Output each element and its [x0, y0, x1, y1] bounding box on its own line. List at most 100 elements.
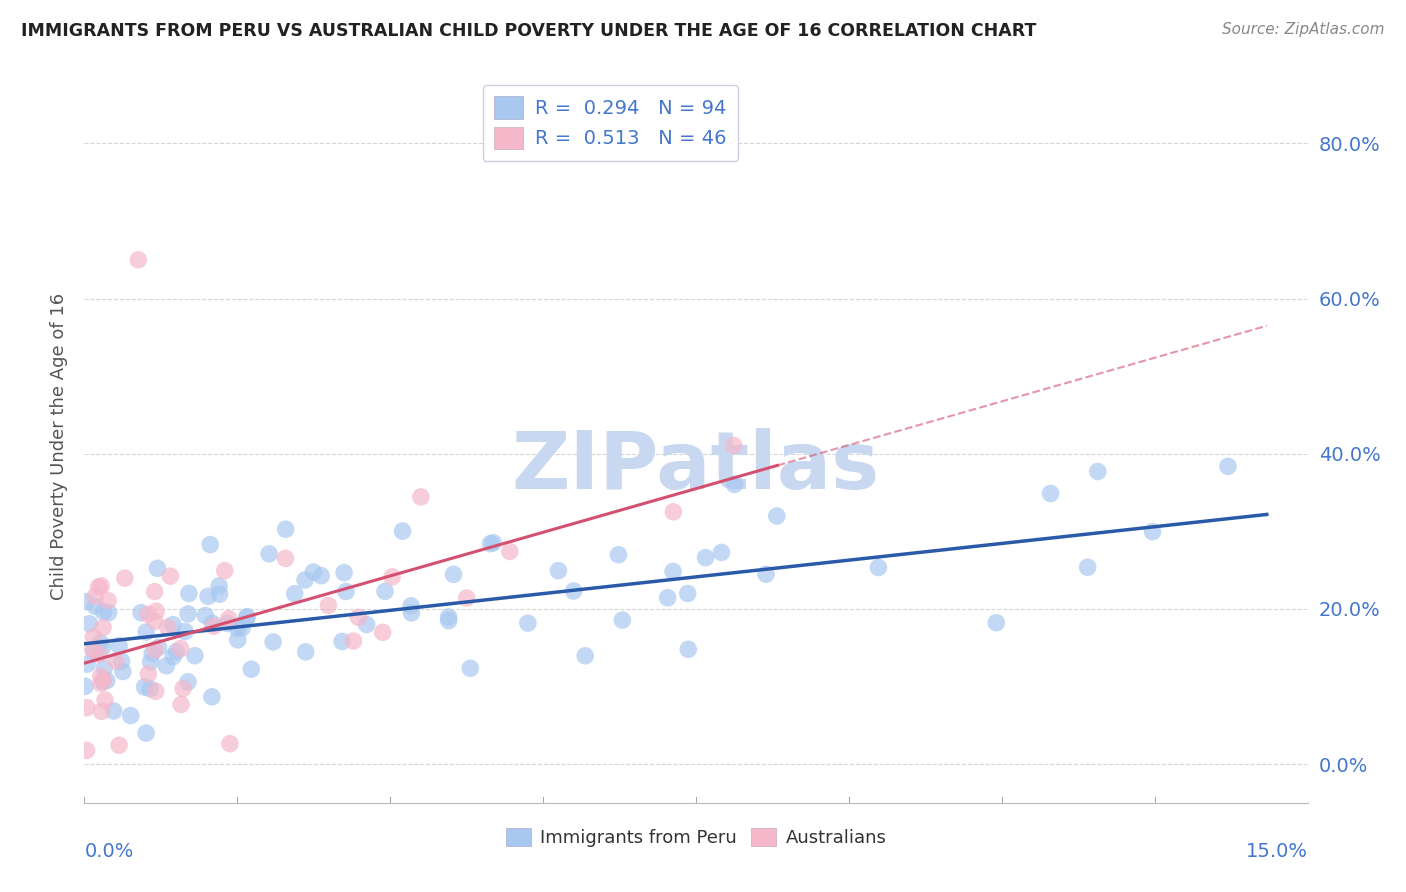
Point	[93, 673, 115, 688]
Point	[371, 625, 394, 640]
Point	[82, 630, 104, 644]
Point	[135, 625, 157, 640]
Point	[197, 590, 219, 604]
Point	[437, 614, 460, 628]
Point	[143, 642, 166, 657]
Point	[90, 704, 112, 718]
Point	[612, 613, 634, 627]
Point	[294, 573, 316, 587]
Point	[103, 704, 125, 718]
Point	[219, 737, 242, 751]
Point	[127, 252, 149, 267]
Point	[274, 551, 297, 566]
Point	[172, 681, 194, 696]
Point	[723, 438, 745, 452]
Point	[162, 617, 184, 632]
Legend: Immigrants from Peru, Australians: Immigrants from Peru, Australians	[498, 821, 894, 855]
Point	[516, 616, 538, 631]
Point	[87, 648, 110, 662]
Point	[208, 587, 231, 601]
Point	[134, 680, 156, 694]
Point	[723, 477, 745, 491]
Point	[333, 566, 356, 580]
Point	[335, 584, 357, 599]
Text: IMMIGRANTS FROM PERU VS AUSTRALIAN CHILD POVERTY UNDER THE AGE OF 16 CORRELATION: IMMIGRANTS FROM PERU VS AUSTRALIAN CHILD…	[21, 22, 1036, 40]
Point	[110, 654, 132, 668]
Point	[177, 607, 200, 621]
Point	[82, 642, 104, 657]
Text: 0.0%: 0.0%	[84, 841, 134, 861]
Point	[200, 537, 222, 551]
Point	[284, 587, 307, 601]
Point	[479, 536, 502, 550]
Point	[1039, 486, 1062, 500]
Point	[129, 606, 152, 620]
Point	[257, 547, 280, 561]
Point	[755, 567, 778, 582]
Point	[482, 535, 505, 549]
Point	[409, 490, 432, 504]
Point	[91, 640, 114, 655]
Point	[302, 565, 325, 579]
Point	[381, 570, 404, 584]
Point	[342, 634, 364, 648]
Point	[145, 684, 167, 698]
Point	[143, 584, 166, 599]
Point	[236, 611, 259, 625]
Point	[309, 568, 332, 582]
Point	[437, 610, 460, 624]
Point	[91, 620, 114, 634]
Text: 15.0%: 15.0%	[1246, 841, 1308, 861]
Point	[90, 579, 112, 593]
Point	[374, 584, 396, 599]
Point	[456, 591, 478, 605]
Point	[143, 615, 166, 629]
Point	[184, 648, 207, 663]
Point	[76, 743, 98, 757]
Point	[201, 690, 224, 704]
Point	[226, 622, 249, 636]
Point	[76, 700, 98, 714]
Point	[96, 673, 118, 688]
Point	[217, 616, 239, 631]
Point	[218, 612, 240, 626]
Point	[1077, 560, 1099, 574]
Point	[155, 658, 177, 673]
Point	[97, 606, 120, 620]
Point	[868, 560, 890, 574]
Point	[174, 624, 197, 639]
Point	[169, 641, 191, 656]
Point	[330, 634, 353, 648]
Point	[83, 644, 105, 658]
Point	[76, 595, 98, 609]
Point	[159, 569, 181, 583]
Point	[120, 708, 142, 723]
Point	[236, 609, 259, 624]
Point	[76, 657, 98, 671]
Point	[114, 571, 136, 585]
Text: Source: ZipAtlas.com: Source: ZipAtlas.com	[1222, 22, 1385, 37]
Point	[94, 693, 117, 707]
Point	[194, 608, 217, 623]
Point	[231, 621, 253, 635]
Point	[662, 565, 685, 579]
Point	[146, 561, 169, 575]
Point	[93, 605, 115, 619]
Point	[458, 661, 481, 675]
Point	[177, 674, 200, 689]
Point	[148, 640, 170, 655]
Point	[240, 662, 263, 676]
Point	[657, 591, 679, 605]
Point	[662, 505, 685, 519]
Point	[499, 544, 522, 558]
Point	[165, 644, 187, 658]
Point	[399, 599, 422, 613]
Point	[170, 698, 193, 712]
Point	[262, 635, 284, 649]
Point	[108, 738, 131, 752]
Point	[607, 548, 630, 562]
Point	[75, 679, 97, 693]
Point	[226, 632, 249, 647]
Point	[141, 647, 163, 661]
Point	[562, 584, 585, 599]
